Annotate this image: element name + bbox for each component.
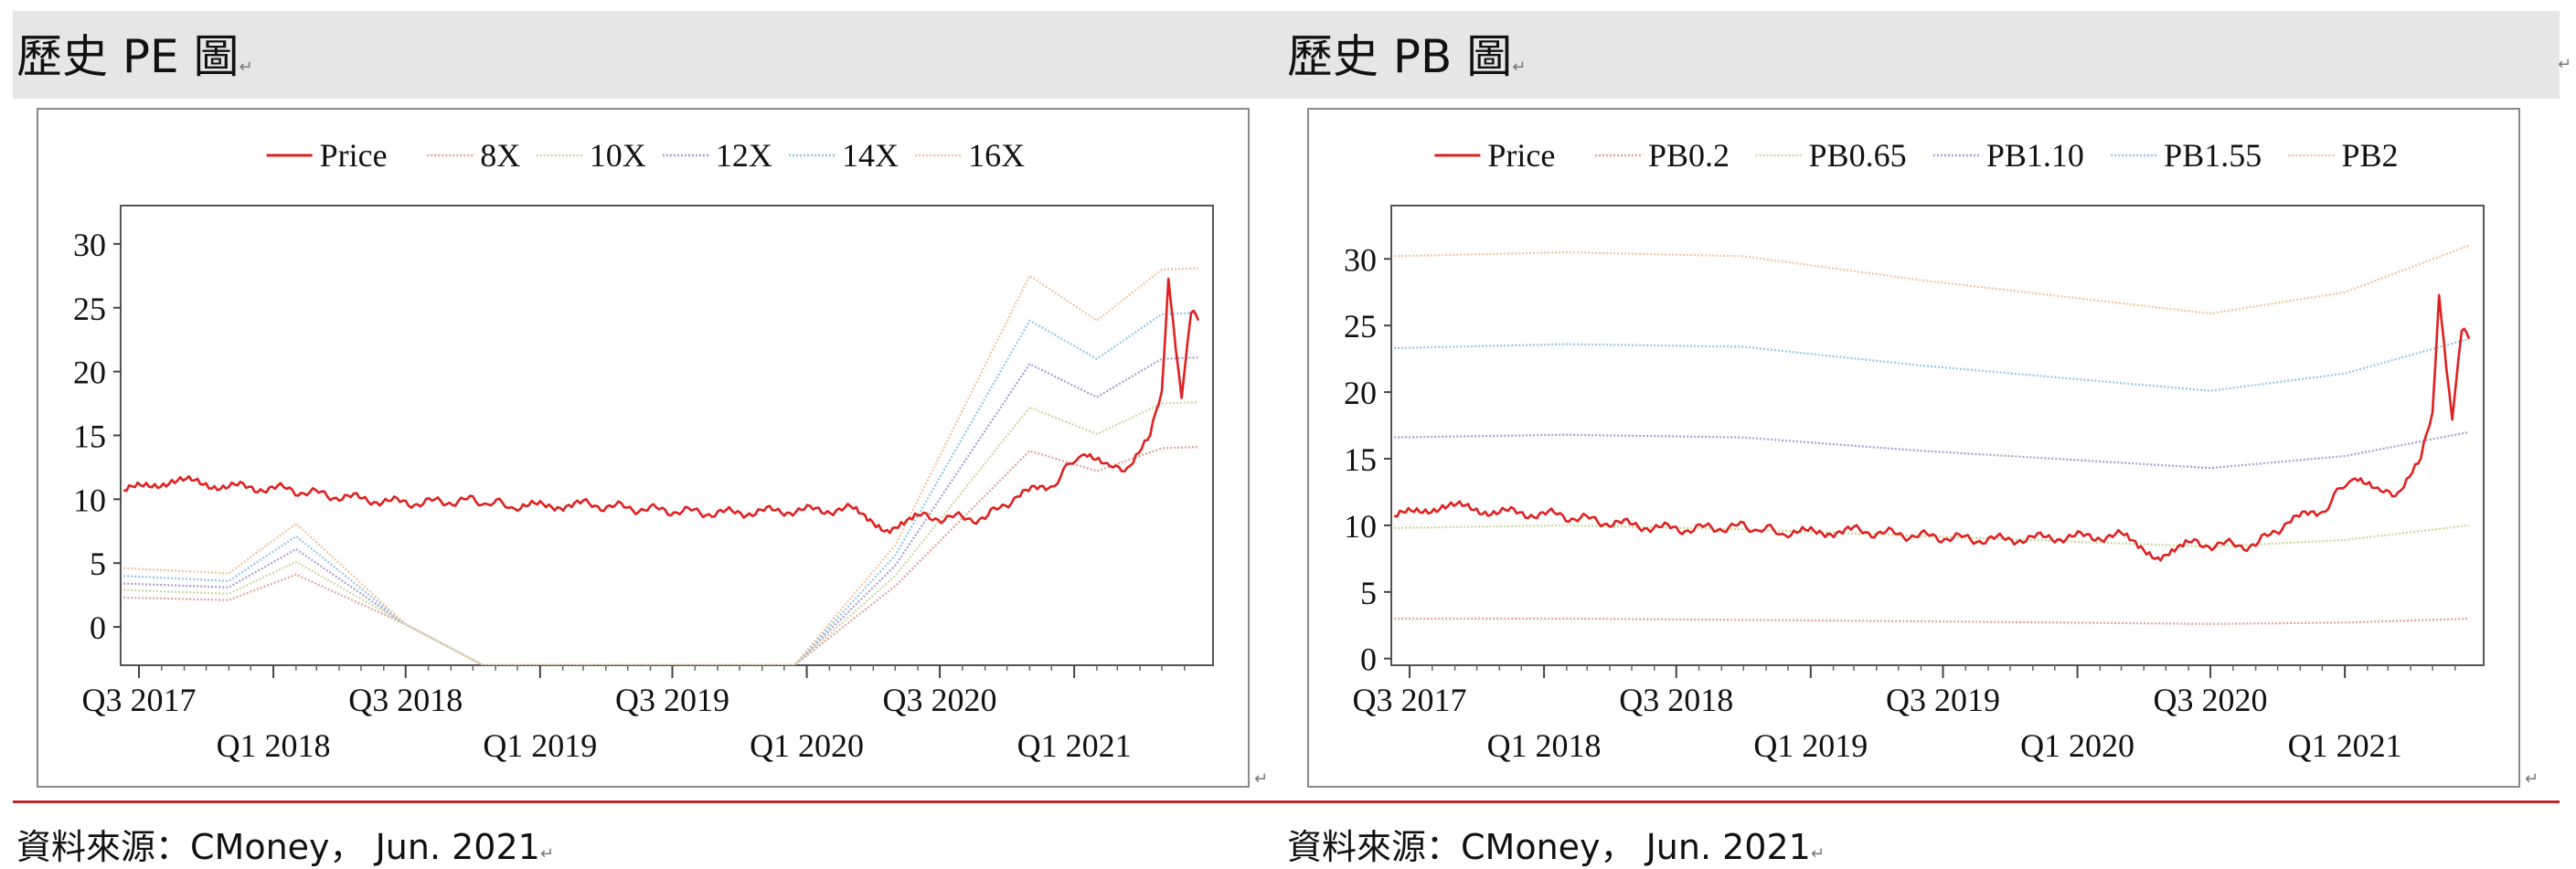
series-line-pb2	[1394, 244, 2470, 315]
series-line-pb0-65	[1394, 524, 2470, 548]
legend-label: 8X	[480, 137, 520, 174]
y-tick-label: 5	[90, 546, 106, 582]
paragraph-mark: ↵	[2558, 55, 2572, 74]
x-tick-label: Q3 2018	[1619, 682, 1733, 718]
pb-chart-frame: 0 5 10 15 20 25 30 Q3 2017 Q1 2018 Q3 2018 Q1 2019…	[1307, 108, 2520, 788]
x-tick-label: Q3 2017	[1353, 682, 1467, 718]
pb-source-note: 資料來源：CMoney， Jun. 2021↵	[1287, 819, 1825, 869]
series-line-12x	[123, 356, 1199, 665]
paragraph-mark: ↵	[2525, 769, 2539, 789]
x-tick-label: Q3 2018	[348, 682, 463, 718]
y-tick-label: 20	[73, 355, 106, 391]
x-tick-label: Q3 2020	[883, 682, 997, 718]
paragraph-mark: ↵	[1254, 769, 1269, 789]
pb-source-text: 資料來源：CMoney， Jun. 2021	[1287, 827, 1811, 867]
x-tick-label: Q1 2021	[2288, 727, 2402, 764]
y-tick-label: 15	[1344, 441, 1377, 478]
y-tick-label: 5	[1360, 575, 1377, 611]
legend-label: PB2	[2342, 137, 2399, 174]
legend: Price 8X 10X 12X 14X 16X	[266, 137, 1025, 174]
y-tick-label: 10	[1344, 508, 1377, 545]
legend-label: 16X	[968, 137, 1025, 174]
series-group	[1393, 244, 2471, 625]
y-tick-label: 30	[1344, 241, 1377, 278]
legend-label: PB1.55	[2164, 137, 2262, 174]
x-tick-label: Q1 2018	[1487, 727, 1602, 764]
legend-label: 10X	[590, 137, 646, 174]
legend-label: PB0.65	[1809, 137, 1907, 174]
x-tick-label: Q1 2019	[1753, 727, 1868, 764]
y-tick-label: 10	[73, 482, 106, 518]
pb-title-text: 歷史 PB 圖	[1287, 30, 1513, 83]
y-tick-label: 15	[73, 419, 106, 455]
series-line-10x	[123, 401, 1199, 665]
y-tick-label: 25	[1344, 308, 1377, 344]
pe-source-note: 資料來源：CMoney， Jun. 2021↵	[16, 819, 554, 869]
series-line-pb1-10	[1394, 430, 2470, 470]
x-tick-label: Q3 2020	[2154, 682, 2268, 718]
pb-chart: 0 5 10 15 20 25 30 Q3 2017 Q1 2018 Q3 2018 Q1 2019…	[1344, 137, 2485, 764]
paragraph-mark: ↵	[539, 844, 554, 864]
series-line-pb1-55	[1394, 337, 2470, 392]
x-tick-label: Q3 2019	[615, 682, 729, 718]
plot-area	[1390, 205, 2485, 666]
plot-area	[120, 205, 1214, 666]
legend-label: Price	[1487, 137, 1555, 174]
paragraph-mark: ↵	[239, 58, 253, 77]
paragraph-mark: ↵	[1512, 58, 1527, 77]
legend-label: Price	[320, 137, 388, 174]
pe-panel-title: 歷史 PE 圖↵	[16, 20, 253, 86]
paragraph-mark: ↵	[1810, 844, 1825, 864]
pb-panel-title: 歷史 PB 圖↵	[1287, 20, 1526, 86]
header-bar	[13, 11, 2560, 99]
x-tick-label: Q1 2021	[1017, 727, 1132, 764]
series-line-price	[122, 277, 1200, 535]
legend-label: 14X	[842, 137, 899, 174]
legend-label: PB0.2	[1648, 137, 1730, 174]
pe-chart-frame: 0 5 10 15 20 25 30 Q3 2017 Q1 2018 Q3 2018 Q1 2019…	[37, 108, 1250, 788]
series-line-16x	[123, 267, 1199, 665]
source-divider	[13, 800, 2560, 803]
x-tick-label: Q3 2019	[1886, 682, 2000, 718]
x-tick-label: Q1 2020	[2020, 727, 2134, 764]
y-tick-label: 0	[90, 609, 106, 646]
y-tick-label: 25	[73, 291, 106, 327]
x-tick-label: Q3 2017	[82, 682, 197, 718]
y-tick-label: 20	[1344, 375, 1377, 411]
legend-label: 12X	[716, 137, 772, 174]
series-group	[122, 267, 1200, 665]
legend-label: PB1.10	[1986, 137, 2084, 174]
series-line-8x	[123, 446, 1199, 665]
series-line-price	[1393, 293, 2471, 562]
series-line-pb0-2	[1394, 617, 2470, 625]
pe-chart: 0 5 10 15 20 25 30 Q3 2017 Q1 2018 Q3 2018 Q1 2019…	[73, 137, 1214, 764]
legend: Price PB0.2 PB0.65 PB1.10 PB1.55 PB2	[1434, 137, 2399, 174]
pe-source-text: 資料來源：CMoney， Jun. 2021	[16, 827, 540, 867]
y-tick-label: 30	[73, 227, 106, 263]
y-tick-label: 0	[1360, 641, 1377, 678]
x-tick-label: Q1 2018	[217, 727, 331, 764]
x-tick-label: Q1 2019	[483, 727, 597, 764]
pe-title-text: 歷史 PE 圖	[16, 30, 240, 83]
x-tick-label: Q1 2020	[750, 727, 864, 764]
